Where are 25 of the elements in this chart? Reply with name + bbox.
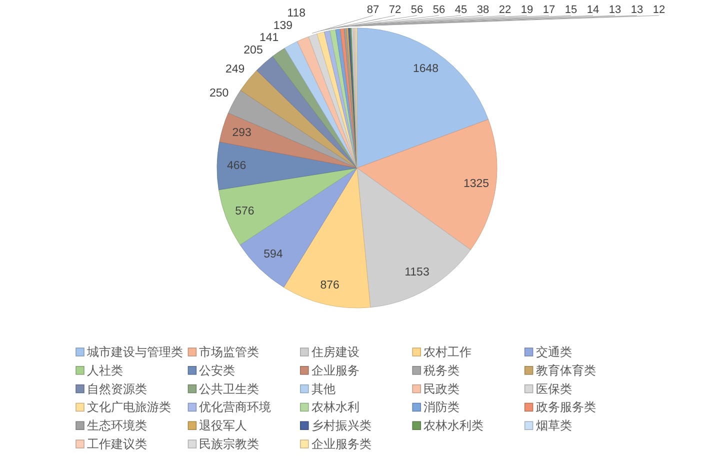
legend-label: 税务类 [424, 363, 460, 378]
legend-label: 公安类 [199, 363, 236, 378]
legend-label: 生态环境类 [87, 418, 147, 433]
legend-label: 工作建议类 [87, 437, 147, 451]
legend-label: 其他 [311, 382, 336, 396]
legend-label: 教育体育类 [536, 363, 596, 378]
legend-label: 农林水利 [311, 400, 360, 414]
legend-label: 企业服务 [311, 363, 360, 378]
legend-label: 烟草类 [536, 418, 572, 433]
legend-label: 民政类 [424, 382, 460, 396]
legend-label: 政务服务类 [536, 400, 596, 414]
legend-label: 交通类 [536, 345, 572, 359]
legend-label: 市场监管类 [199, 345, 260, 359]
legend-label: 医保类 [536, 382, 572, 396]
legend-label: 自然资源类 [87, 382, 147, 396]
legend-label: 企业服务类 [311, 437, 372, 451]
legend-label: 人社类 [87, 363, 123, 378]
legend-label: 退役军人 [199, 418, 248, 433]
legend-label: 消防类 [424, 400, 460, 414]
legend-label: 农村工作 [424, 345, 472, 359]
legend-label: 公共卫生类 [199, 382, 260, 396]
legend-label: 农林水利类 [424, 418, 484, 433]
legend-label: 民族宗教类 [199, 437, 260, 451]
legend-label: 乡村振兴类 [311, 418, 372, 433]
legend-label: 住房建设 [310, 345, 360, 359]
